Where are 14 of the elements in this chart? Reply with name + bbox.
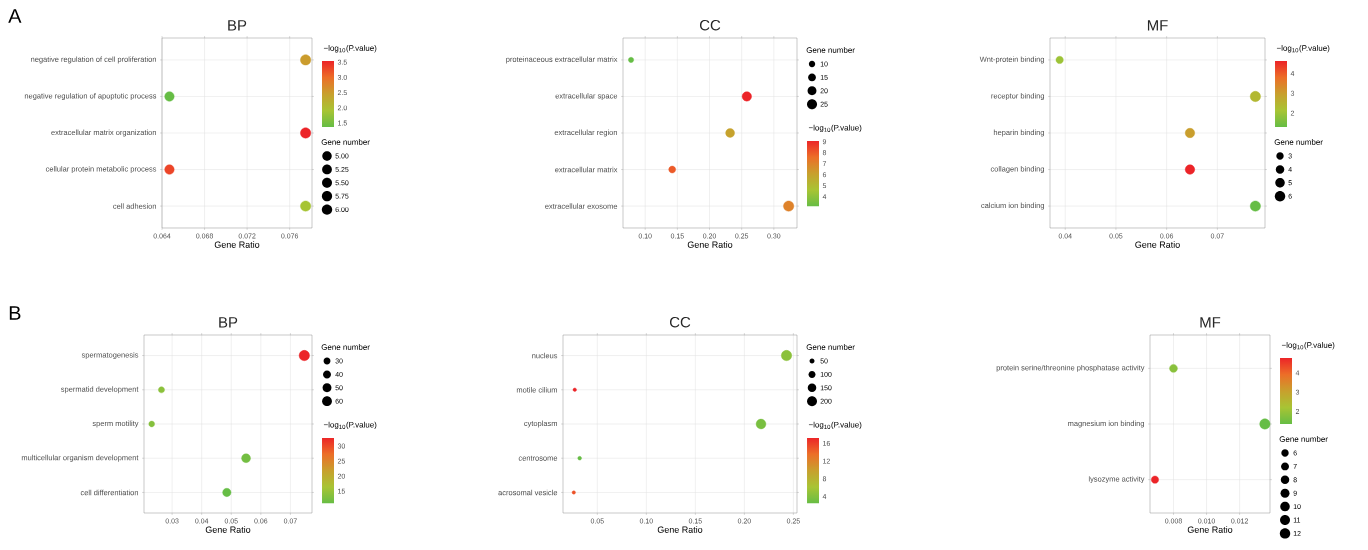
chart-title: MF <box>1200 317 1221 328</box>
chart-title: BP <box>228 20 247 31</box>
x-axis-title: Gene Ratio <box>657 526 703 533</box>
text: B <box>9 306 21 320</box>
chart-title: BP <box>219 317 238 328</box>
chart-title: CC <box>699 19 721 31</box>
x-axis-title: Gene Ratio <box>205 526 251 533</box>
x-axis-title: Gene Ratio <box>1135 241 1180 248</box>
x-axis-title: Gene Ratio <box>1187 526 1233 533</box>
x-axis-title: Gene Ratio <box>214 241 260 248</box>
text: A <box>8 9 22 23</box>
chart-title: CC <box>669 316 691 328</box>
x-axis-title: Gene Ratio <box>687 241 733 248</box>
chart-title: MF <box>1147 20 1168 31</box>
